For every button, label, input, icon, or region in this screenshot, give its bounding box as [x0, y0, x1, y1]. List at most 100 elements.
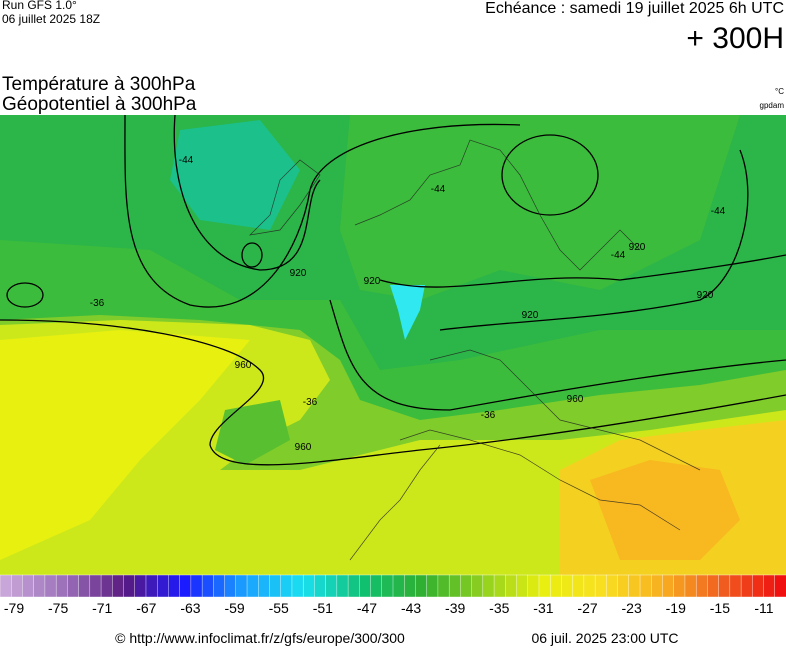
colorbar-swatch	[493, 574, 506, 598]
colorbar-swatch	[0, 574, 12, 598]
generated: 06 juil. 2025 23:00 UTC	[531, 630, 678, 646]
colorbar-swatch	[673, 574, 686, 598]
temp-zone	[170, 120, 300, 230]
colorbar-swatch	[44, 574, 57, 598]
colorbar: -79 -75 -71 -67 -63 -59 -55 -51 -47 -43 -39 -35 -31 -…	[0, 574, 786, 616]
colorbar-swatch	[729, 574, 742, 598]
colorbar-swatch	[471, 574, 484, 598]
colorbar-swatch	[78, 574, 91, 598]
unit: °C	[775, 87, 784, 96]
colorbar-swatch	[347, 574, 360, 598]
contour-label: -44	[179, 155, 194, 166]
colorbar-swatch	[235, 574, 248, 598]
colorbar-swatch	[359, 574, 372, 598]
colorbar-label: -27	[577, 600, 597, 616]
colorbar-swatch	[415, 574, 428, 598]
contour-label: 920	[364, 276, 381, 287]
colorbar-swatch	[190, 574, 203, 598]
colorbar-swatch	[550, 574, 562, 598]
temp-zone	[215, 400, 290, 465]
contour-label: -36	[481, 410, 496, 421]
contour	[6, 282, 44, 308]
colorbar-label: -55	[269, 600, 289, 616]
contour	[329, 299, 786, 411]
unit: gpdam	[760, 101, 785, 110]
coastline	[399, 429, 681, 531]
source: © http://www.infoclimat.fr/z/gfs/europe/…	[115, 630, 405, 646]
colorbar-swatch	[718, 574, 731, 598]
colorbar-swatch	[213, 574, 226, 598]
coastline	[354, 139, 641, 271]
colorbar-swatch	[258, 574, 270, 598]
contour	[241, 242, 263, 268]
colorbar-swatch	[156, 574, 169, 598]
colorbar-swatch	[617, 574, 630, 598]
colorbar-swatch	[89, 574, 102, 598]
colorbar-swatch	[168, 574, 181, 598]
colorbar-label: -67	[136, 600, 156, 616]
contour-label: -36	[90, 298, 105, 309]
colorbar-swatch	[224, 574, 237, 598]
colorbar-swatch	[572, 574, 585, 598]
colorbar-label: -35	[489, 600, 509, 616]
coastline	[429, 349, 701, 471]
title: Température à 300hPa	[2, 74, 196, 95]
colorbar-swatch	[370, 574, 383, 598]
colorbar-swatch	[460, 574, 473, 598]
colorbar-swatch	[67, 574, 80, 598]
colorbar-swatch	[123, 574, 136, 598]
contour-label: 960	[295, 442, 312, 453]
colorbar-swatch	[639, 574, 652, 598]
colorbar-swatch	[100, 574, 113, 598]
colorbar-label: -47	[357, 600, 377, 616]
run-date: 06 juillet 2025 18Z	[2, 12, 100, 26]
contour-label: -36	[303, 397, 318, 408]
contour	[501, 134, 599, 216]
colorbar-label: -51	[313, 600, 333, 616]
colorbar-swatch	[280, 574, 293, 598]
colorbar-swatch	[594, 574, 607, 598]
colorbar-swatch	[561, 574, 574, 598]
title: Géopotentiel à 300hPa	[2, 94, 197, 115]
colorbar-swatch	[33, 574, 46, 598]
colorbar-label: -23	[622, 600, 642, 616]
colorbar-swatch	[707, 574, 720, 598]
contour	[0, 319, 786, 466]
colorbar-swatch	[336, 574, 349, 598]
colorbar-swatch	[381, 574, 394, 598]
colorbar-swatch	[628, 574, 641, 598]
contour-label: 920	[522, 310, 539, 321]
valid-time: Echéance : samedi 19 juillet 2025 6h UTC	[485, 0, 784, 17]
colorbar-swatch	[302, 574, 315, 598]
contour-label: 960	[567, 394, 584, 405]
contour-label: -44	[711, 206, 726, 217]
temp-zone	[390, 285, 425, 340]
contour	[379, 254, 786, 288]
lead-time: + 300H	[686, 22, 784, 55]
colorbar-label: -79	[4, 600, 24, 616]
colorbar-swatch	[583, 574, 596, 598]
colorbar-swatch	[134, 574, 147, 598]
run: Run GFS 1.0°	[2, 0, 77, 12]
colorbar-label: -75	[48, 600, 68, 616]
contour-label: -44	[431, 184, 446, 195]
colorbar-label: -43	[401, 600, 421, 616]
contour-label: 920	[697, 290, 714, 301]
colorbar-swatch	[314, 574, 327, 598]
colorbar-swatch	[448, 574, 461, 598]
colorbar-swatch	[763, 574, 776, 598]
coastline	[248, 159, 321, 236]
colorbar-swatch	[437, 574, 450, 598]
colorbar-label: -71	[92, 600, 112, 616]
colorbar-swatch	[774, 574, 786, 598]
colorbar-label: -59	[224, 600, 244, 616]
coastline	[349, 444, 441, 561]
colorbar-swatch	[606, 574, 619, 598]
contour-label: 920	[629, 242, 646, 253]
map: 920 920 920 920 920 960 960 960 -44 -44 -44 -44 -36 -…	[0, 114, 786, 575]
colorbar-swatch	[527, 574, 540, 598]
colorbar-swatch	[752, 574, 765, 598]
colorbar-label: -63	[180, 600, 200, 616]
colorbar-swatch	[201, 574, 214, 598]
